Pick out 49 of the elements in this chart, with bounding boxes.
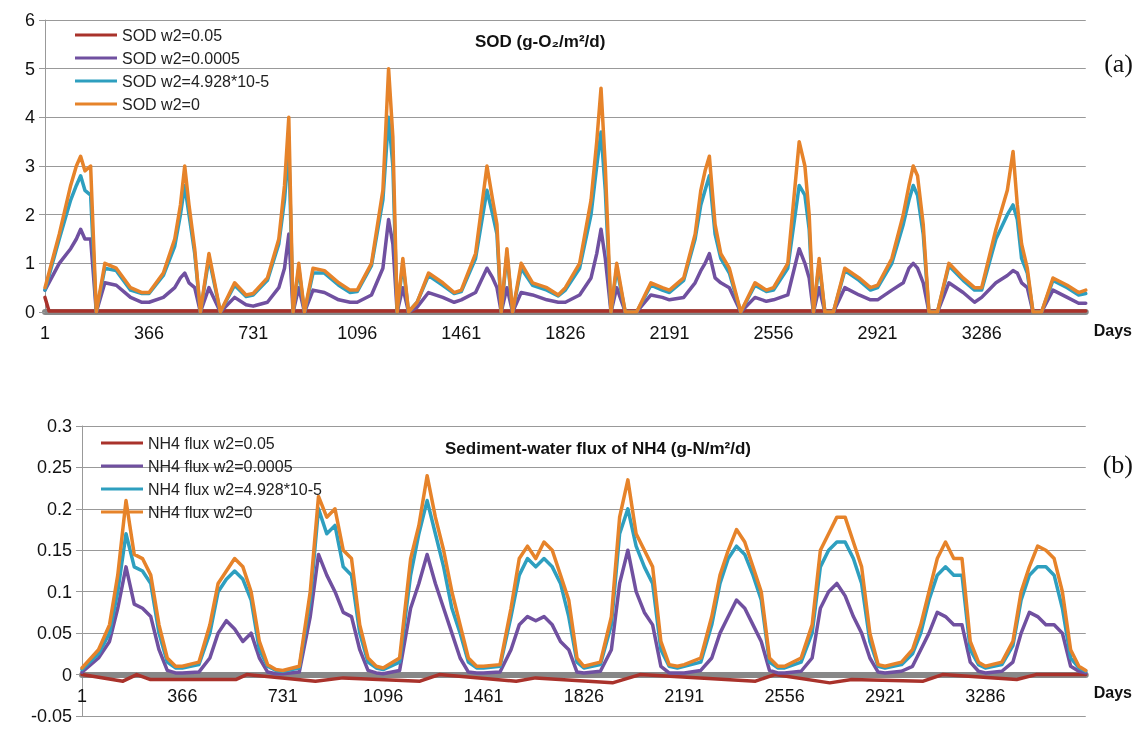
x-tick-label: 1096 (363, 685, 404, 706)
y-tick-label: 0.25 (36, 457, 72, 478)
y-tick-label: 5 (24, 58, 35, 79)
legend-label: SOD w2=0 (122, 95, 200, 113)
x-axis-title: Days (1093, 321, 1133, 339)
x-tick-label: 3286 (961, 323, 1002, 343)
y-tick-label: 4 (24, 107, 35, 128)
x-tick-label: 3286 (965, 685, 1006, 706)
x-axis-title: Days (1093, 684, 1133, 702)
y-tick-label: 2 (24, 204, 35, 225)
legend-label: NH4 flux w2=0.0005 (148, 457, 293, 475)
x-tick-label: 1 (76, 685, 88, 706)
x-tick-label: 731 (267, 685, 298, 706)
x-tick-label: 2921 (857, 323, 898, 343)
legend-label: NH4 flux w2=4.928*10-5 (148, 480, 322, 498)
legend-label: SOD w2=4.928*10-5 (122, 72, 270, 90)
x-tick-label: 2556 (764, 685, 805, 706)
text: SOD (g-O₂/m²/d) (475, 32, 606, 51)
x-tick-label: 2191 (664, 685, 705, 706)
x-tick-label: 731 (238, 323, 269, 343)
y-tick-label: 0 (24, 302, 35, 322)
y-tick-label: 0.15 (36, 540, 72, 561)
y-tick-label: 0 (61, 664, 72, 685)
x-tick-label: 2191 (649, 323, 690, 343)
x-tick-label: 1461 (441, 323, 482, 343)
text: Sediment-water flux of NH4 (g-N/m²/d) (445, 439, 752, 458)
x-tick-label: 366 (167, 685, 198, 706)
y-tick-label: 0.2 (46, 498, 72, 519)
legend-label: SOD w2=0.05 (122, 26, 223, 44)
text: (a) (1104, 48, 1133, 78)
y-tick-label: 6 (24, 10, 35, 30)
x-tick-label: 2556 (753, 323, 794, 343)
y-tick-label: 1 (24, 253, 35, 274)
x-tick-label: 1826 (545, 323, 586, 343)
y-tick-label: 0.1 (46, 581, 72, 602)
legend-label: NH4 flux w2=0.05 (148, 434, 275, 452)
line-series (80, 672, 1088, 685)
y-tick-label: -0.05 (30, 706, 72, 726)
x-tick-label: 1461 (463, 685, 504, 706)
y-tick-label: 0.05 (36, 623, 72, 644)
x-tick-label: 1096 (337, 323, 378, 343)
legend-label: NH4 flux w2=0 (148, 503, 253, 521)
y-tick-label: 3 (24, 156, 35, 176)
legend-label: SOD w2=0.0005 (122, 49, 240, 67)
x-tick-label: 2921 (864, 685, 906, 706)
text: (b) (1102, 449, 1134, 479)
x-tick-label: 1826 (563, 685, 604, 706)
x-tick-label: 366 (134, 323, 165, 343)
y-tick-label: 0.3 (46, 416, 72, 436)
